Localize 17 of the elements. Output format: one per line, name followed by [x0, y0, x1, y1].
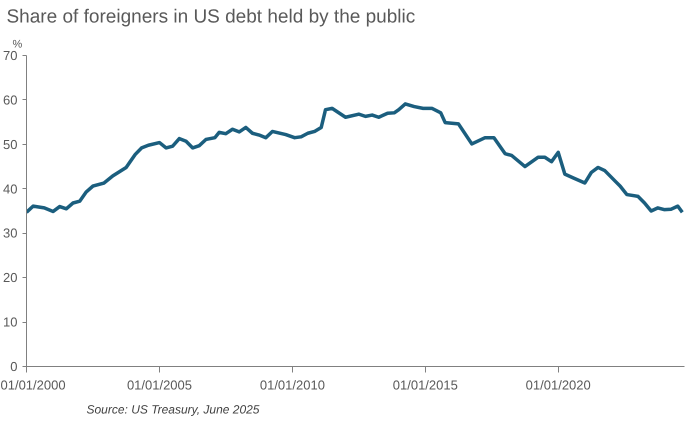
y-axis-title: %	[12, 38, 22, 50]
y-tick-label: 50	[3, 136, 18, 152]
y-tick-label: 20	[3, 270, 18, 286]
line-series	[26, 102, 684, 214]
y-tick-label: 70	[3, 48, 18, 63]
y-tick-label: 60	[3, 92, 18, 108]
source-note: Source: US Treasury, June 2025	[86, 402, 260, 416]
x-tick-label: 01/01/2010	[260, 378, 325, 392]
y-tick-label: 40	[3, 181, 18, 196]
chart-title: Share of foreigners in US debt held by the public	[6, 6, 416, 28]
x-tick-label: 01/01/2005	[126, 378, 192, 392]
y-tick-label: 0	[10, 359, 18, 374]
y-tick-label: 30	[3, 226, 18, 241]
y-tick-label: 10	[3, 314, 18, 330]
x-tick-label: 01/01/2000	[0, 378, 66, 392]
x-tick-label: 01/01/2020	[526, 378, 591, 392]
x-tick-label: 01/01/2015	[392, 378, 458, 392]
